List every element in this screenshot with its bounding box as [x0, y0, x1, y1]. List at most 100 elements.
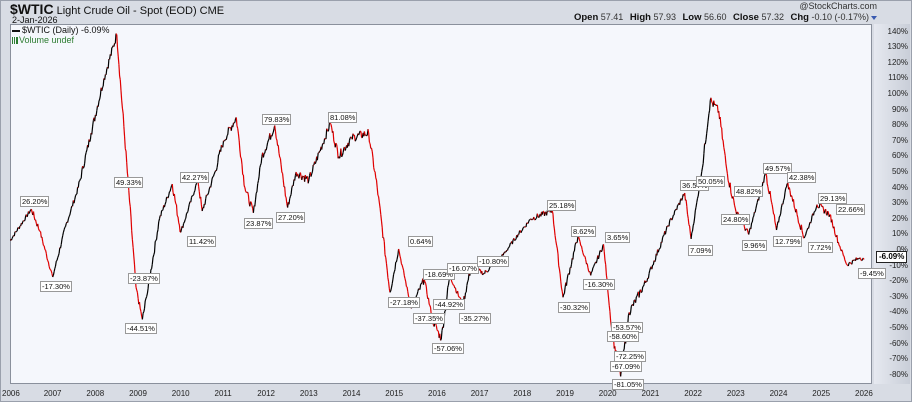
close-label: Close — [733, 12, 759, 23]
y-tick-label: 30% — [891, 198, 908, 208]
last-value-tag: -6.09% — [876, 251, 908, 263]
open-value: 57.41 — [600, 12, 624, 22]
data-label: 79.83% — [262, 114, 292, 125]
x-tick-label: 2017 — [470, 389, 489, 398]
data-label: -81.05% — [612, 379, 644, 390]
symbol: $WTIC — [10, 1, 54, 17]
data-label: 42.27% — [180, 172, 210, 183]
chart-date: 2-Jan-2026 — [12, 15, 58, 25]
data-label: 22.66% — [836, 204, 866, 215]
y-tick-label: 20% — [891, 213, 908, 223]
y-axis — [874, 24, 910, 384]
data-label: 27.20% — [276, 212, 306, 223]
data-label: -37.35% — [413, 313, 445, 324]
instrument-name: Light Crude Oil - Spot (EOD) CME — [56, 5, 225, 17]
high-label: High — [629, 12, 651, 23]
data-label: 7.09% — [688, 245, 714, 256]
chg-value: -0.10 (-0.17%) — [811, 12, 869, 22]
data-label: 29.13% — [818, 193, 848, 204]
credit: @StockCharts.com — [799, 1, 877, 11]
data-label: -58.60% — [607, 331, 639, 342]
y-tick-label: 40% — [891, 182, 908, 192]
y-tick-label: -40% — [889, 307, 908, 317]
x-tick-label: 2024 — [769, 389, 788, 398]
data-label: -16.07% — [447, 263, 479, 274]
data-label: 49.33% — [114, 177, 144, 188]
y-tick-label: 70% — [891, 135, 908, 145]
y-tick-label: 130% — [887, 42, 908, 52]
legend-series: $WTIC (Daily) -6.09% — [12, 25, 110, 35]
data-label: 42.38% — [787, 172, 817, 183]
data-label: 26.20% — [20, 196, 50, 207]
y-tick-label: 80% — [891, 120, 908, 130]
low-value: 56.60 — [704, 12, 727, 22]
data-label: -10.80% — [477, 256, 509, 267]
data-label: 12.79% — [773, 236, 803, 247]
x-tick-label: 2007 — [43, 389, 62, 398]
y-tick-label: -30% — [889, 291, 908, 301]
y-tick-label: 50% — [891, 167, 908, 176]
x-tick-label: 2012 — [257, 389, 275, 398]
data-label: 7.72% — [808, 242, 834, 253]
y-tick-label: -60% — [889, 338, 908, 348]
x-tick-label: 2015 — [385, 389, 404, 398]
y-tick-label: -50% — [889, 323, 908, 332]
x-tick-label: 2014 — [342, 389, 361, 398]
data-label: 9.96% — [742, 240, 768, 251]
y-tick-label: 90% — [891, 104, 908, 114]
x-tick-label: 2026 — [855, 389, 873, 398]
low-label: Low — [682, 12, 702, 23]
data-label: 3.65% — [605, 232, 631, 243]
chart-title: $WTIC Light Crude Oil - Spot (EOD) CME — [10, 1, 224, 17]
x-tick-label: 2025 — [812, 389, 831, 398]
data-label: 11.42% — [187, 236, 216, 247]
y-tick-label: 0% — [896, 245, 908, 254]
chevron-down-icon[interactable] — [871, 15, 877, 20]
y-tick-label: -20% — [889, 276, 908, 286]
x-tick-label: 2018 — [513, 389, 532, 398]
data-label: -44.92% — [433, 299, 465, 310]
data-label: 23.87% — [244, 218, 274, 229]
y-tick-label: -80% — [889, 369, 908, 379]
y-tick-label: -70% — [889, 354, 908, 364]
x-tick-label: 2016 — [428, 389, 446, 398]
data-label: 50.05% — [696, 176, 726, 187]
data-label: 25.18% — [547, 200, 577, 211]
data-label: -23.87% — [128, 273, 160, 284]
data-label: -18.69% — [423, 269, 455, 280]
y-tick-label: 140% — [887, 26, 908, 36]
legend: $WTIC (Daily) -6.09% Volume undef — [12, 25, 110, 45]
data-label: -16.30% — [583, 279, 615, 290]
data-label: -67.09% — [610, 361, 642, 372]
data-label: -35.27% — [459, 313, 491, 324]
data-label: -27.18% — [388, 297, 420, 308]
x-tick-label: 2008 — [86, 389, 105, 398]
data-label: -9.45% — [858, 268, 886, 279]
x-tick-label: 2010 — [171, 389, 190, 398]
data-label: 81.08% — [328, 112, 358, 123]
data-label: 24.80% — [721, 214, 751, 225]
ohlc-bar: Open 57.41 High 57.93 Low 56.60 Close 57… — [574, 12, 877, 23]
legend-volume-label: Volume undef — [19, 35, 75, 45]
data-label: 48.82% — [734, 186, 764, 197]
data-label: 0.64% — [408, 236, 434, 247]
high-value: 57.93 — [653, 12, 676, 22]
data-label: -17.30% — [40, 281, 72, 292]
x-tick-label: 2020 — [598, 389, 617, 398]
data-label: -57.06% — [432, 343, 464, 354]
x-tick-label: 2006 — [2, 389, 20, 398]
data-label: -30.32% — [558, 302, 590, 313]
x-tick-label: 2021 — [641, 389, 660, 398]
legend-volume: Volume undef — [12, 35, 110, 45]
data-label: -44.51% — [125, 323, 157, 334]
y-tick-label: 60% — [891, 151, 908, 161]
close-value: 57.32 — [761, 12, 784, 22]
open-label: Open — [573, 12, 599, 23]
data-label: 49.57% — [763, 163, 793, 174]
y-tick-label: 120% — [887, 57, 908, 67]
x-tick-label: 2013 — [299, 389, 318, 398]
volume-bars-icon — [12, 37, 18, 45]
x-tick-label: 2019 — [556, 389, 574, 398]
x-tick-label: 2022 — [684, 389, 702, 398]
x-tick-label: 2009 — [129, 389, 147, 398]
